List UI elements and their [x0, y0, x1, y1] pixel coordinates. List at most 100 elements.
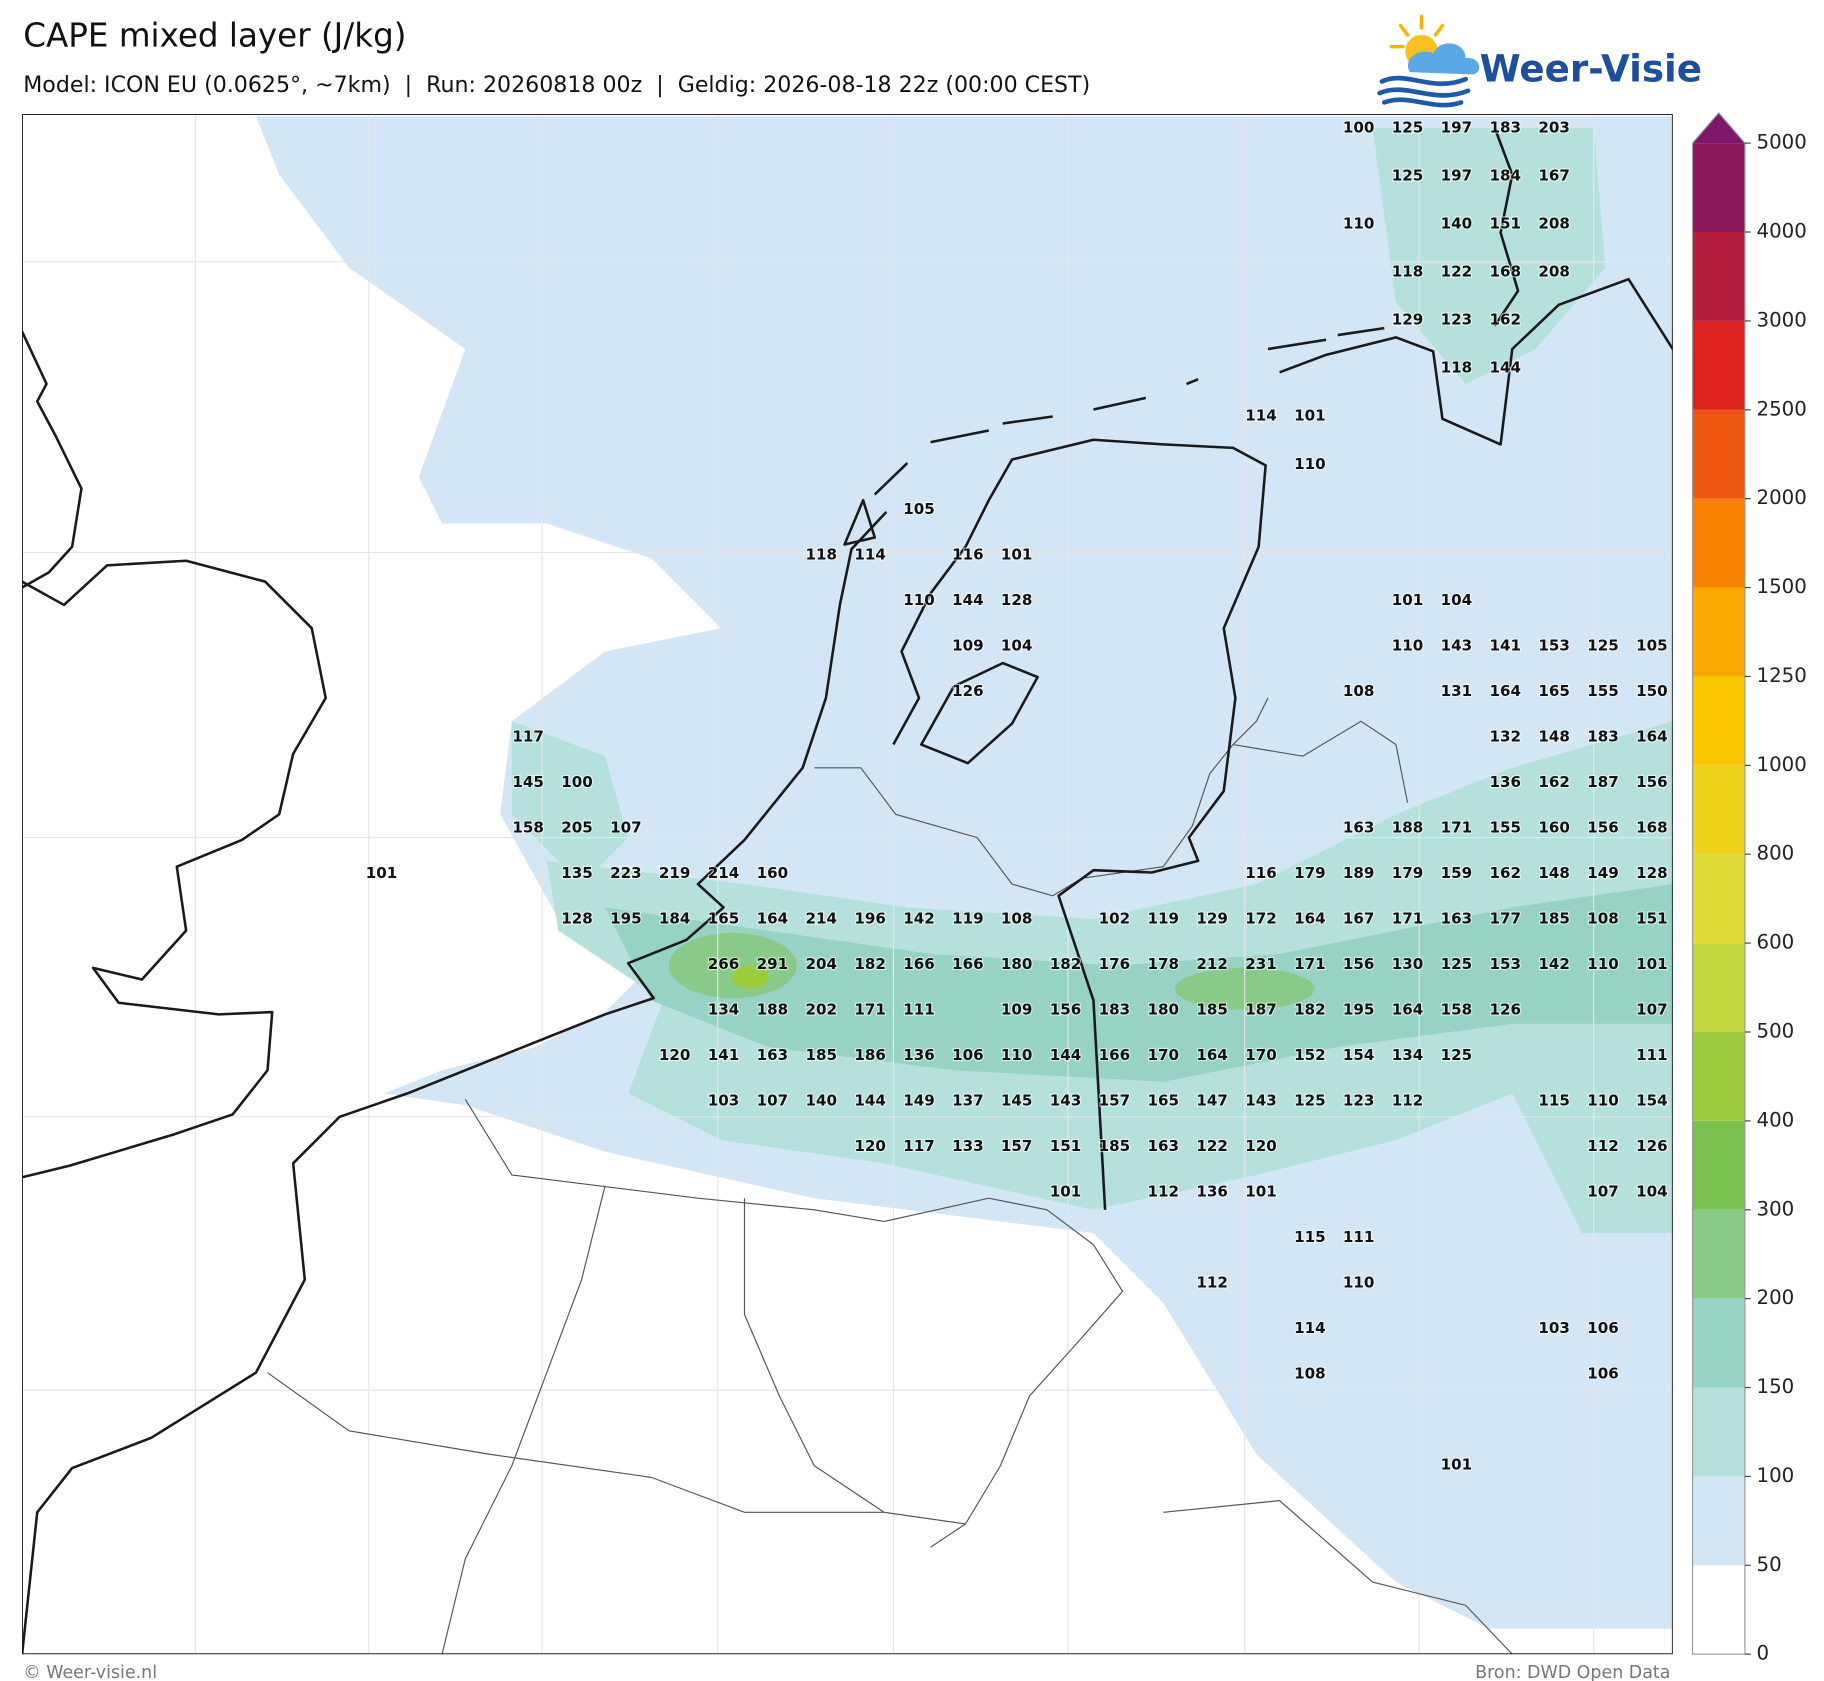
cape-label: 164 — [757, 910, 789, 928]
colorbar-tick-label: 150 — [1757, 1375, 1795, 1398]
cape-label: 122 — [1196, 1137, 1228, 1155]
cape-label: 187 — [1245, 1000, 1277, 1018]
cape-label: 197 — [1441, 119, 1473, 137]
cape-label: 172 — [1245, 910, 1277, 928]
cape-label: 154 — [1636, 1091, 1668, 1109]
cape-label: 133 — [952, 1137, 984, 1155]
cape-label: 171 — [1441, 819, 1473, 837]
cape-label: 182 — [1294, 1000, 1326, 1018]
cape-label: 219 — [659, 864, 691, 882]
cape-label: 266 — [708, 955, 740, 973]
footer-left: © Weer-visie.nl — [23, 1663, 157, 1681]
colorbar-segment — [1692, 1565, 1745, 1655]
cape-label: 171 — [1392, 910, 1424, 928]
cape-label: 110 — [1343, 215, 1375, 233]
cape-label: 144 — [854, 1091, 886, 1109]
cape-label: 189 — [1343, 864, 1375, 882]
cape-label: 163 — [1441, 910, 1473, 928]
colorbar-segment — [1692, 498, 1745, 588]
footer-right: Bron: DWD Open Data — [1475, 1663, 1670, 1681]
cape-label: 105 — [903, 500, 935, 518]
cape-label: 106 — [952, 1046, 984, 1064]
cape-label: 151 — [1489, 215, 1521, 233]
cape-label: 114 — [1294, 1319, 1326, 1337]
cape-label: 110 — [1343, 1273, 1375, 1291]
colorbar-segment — [1692, 765, 1745, 855]
cape-label: 196 — [854, 910, 886, 928]
cape-label: 182 — [854, 955, 886, 973]
cape-label: 151 — [1636, 910, 1668, 928]
cape-label: 112 — [1147, 1182, 1179, 1200]
cape-label: 111 — [1636, 1046, 1668, 1064]
cape-label: 208 — [1538, 263, 1570, 281]
cape-label: 100 — [561, 773, 593, 791]
cape-label: 110 — [903, 591, 935, 609]
cape-label: 125 — [1441, 1046, 1473, 1064]
cape-label: 109 — [1001, 1000, 1033, 1018]
cape-label: 164 — [1636, 728, 1668, 746]
colorbar-segment — [1692, 676, 1745, 766]
cape-labels: 100 125 197 183 203 125 197 184 167 110 140 151 208 1… — [365, 117, 1669, 1474]
colorbar-segment — [1692, 1120, 1745, 1210]
cape-label: 177 — [1489, 910, 1521, 928]
colorbar-tick-label: 5000 — [1757, 131, 1807, 154]
cape-label: 140 — [1441, 215, 1473, 233]
cape-label: 170 — [1245, 1046, 1277, 1064]
cape-label: 151 — [1050, 1137, 1082, 1155]
cape-label: 163 — [1147, 1137, 1179, 1155]
cape-label: 110 — [1392, 637, 1424, 655]
cape-label: 171 — [1294, 955, 1326, 973]
cape-label: 178 — [1147, 955, 1179, 973]
cape-label: 164 — [1392, 1000, 1424, 1018]
cape-label: 119 — [952, 910, 984, 928]
cape-label: 148 — [1538, 728, 1570, 746]
colorbar-tick-label: 1500 — [1757, 575, 1807, 598]
cape-label: 135 — [561, 864, 593, 882]
cape-label: 101 — [1441, 1455, 1473, 1473]
cape-label: 110 — [1587, 955, 1619, 973]
colorbar-tick-label: 0 — [1757, 1642, 1770, 1665]
cape-label: 143 — [1050, 1091, 1082, 1109]
cape-label: 129 — [1196, 910, 1228, 928]
cape-label: 164 — [1294, 910, 1326, 928]
cape-label: 136 — [1196, 1182, 1228, 1200]
colorbar-segment — [1692, 1476, 1745, 1566]
cape-label: 110 — [1294, 455, 1326, 473]
cape-label: 125 — [1587, 637, 1619, 655]
cape-label: 103 — [1538, 1319, 1570, 1337]
cape-label: 118 — [1441, 359, 1473, 377]
cape-label: 176 — [1099, 955, 1131, 973]
cape-label: 101 — [1001, 546, 1033, 564]
cape-label: 118 — [805, 546, 837, 564]
cape-label: 187 — [1587, 773, 1619, 791]
cape-label: 129 — [1392, 311, 1424, 329]
cape-label: 123 — [1441, 311, 1473, 329]
cape-label: 110 — [1587, 1091, 1619, 1109]
cape-label: 182 — [1050, 955, 1082, 973]
colorbar-segment — [1692, 587, 1745, 677]
cape-label: 110 — [1001, 1046, 1033, 1064]
cape-label: 159 — [1441, 864, 1473, 882]
cape-label: 128 — [1636, 864, 1668, 882]
cape-label: 126 — [1489, 1000, 1521, 1018]
cape-label: 128 — [561, 910, 593, 928]
cape-label: 160 — [757, 864, 789, 882]
cape-label: 109 — [952, 637, 984, 655]
cape-label: 153 — [1538, 637, 1570, 655]
cape-label: 118 — [1392, 263, 1424, 281]
cape-label: 104 — [1001, 637, 1033, 655]
cape-label: 168 — [1489, 263, 1521, 281]
colorbar-segment — [1692, 943, 1745, 1032]
borders — [267, 697, 1513, 1655]
cape-label: 147 — [1196, 1091, 1228, 1109]
cape-label: 140 — [805, 1091, 837, 1109]
cape-label: 120 — [659, 1046, 691, 1064]
cape-label: 143 — [1245, 1091, 1277, 1109]
cape-label: 202 — [805, 1000, 837, 1018]
colorbar-tick-label: 800 — [1757, 842, 1795, 865]
cape-label: 184 — [659, 910, 691, 928]
cape-label: 137 — [952, 1091, 984, 1109]
cape-label: 126 — [952, 682, 984, 700]
cape-label: 188 — [1392, 819, 1424, 837]
cape-label: 156 — [1343, 955, 1375, 973]
